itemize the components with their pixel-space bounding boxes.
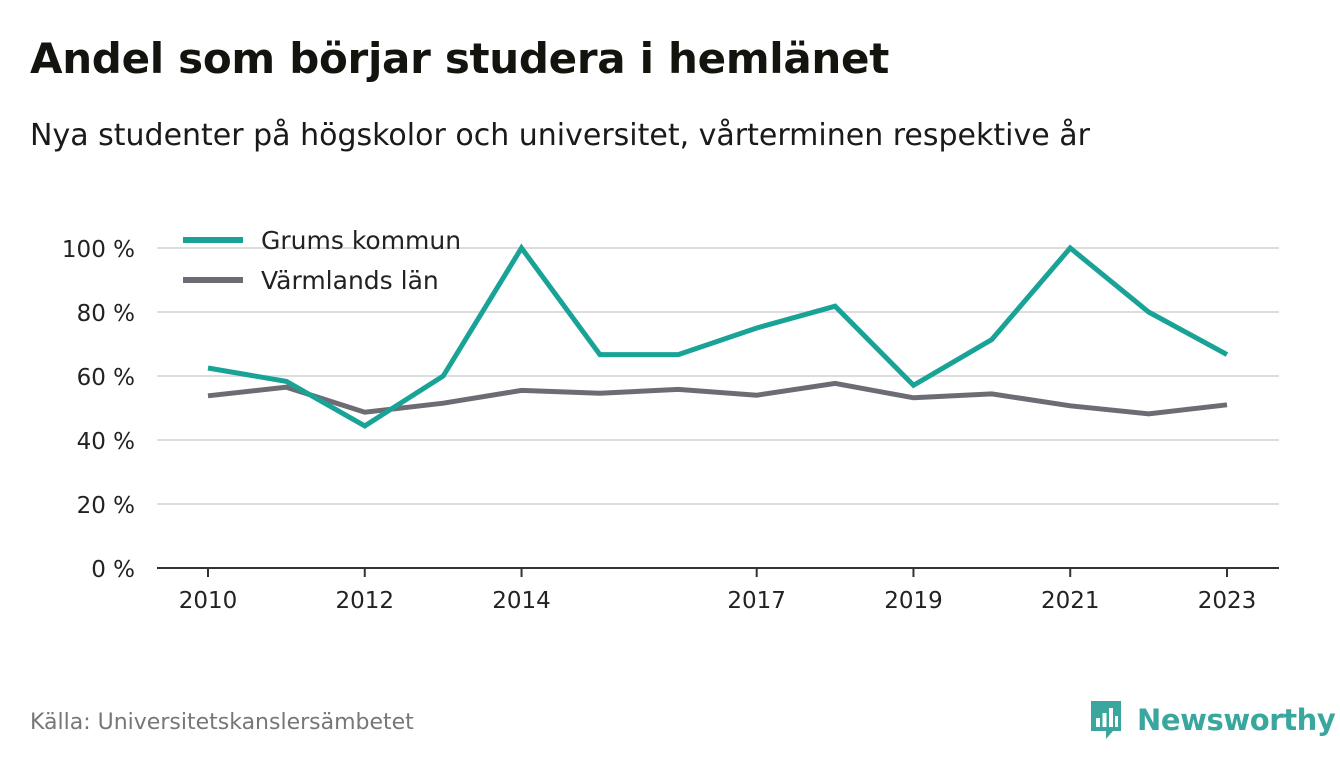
x-tick-label: 2012 bbox=[335, 588, 394, 614]
source-note: Källa: Universitetskanslersämbetet bbox=[30, 710, 414, 735]
series-line-grums-kommun bbox=[207, 243, 1229, 429]
x-tick-label: 2023 bbox=[1198, 588, 1257, 614]
y-tick-label: 60 % bbox=[77, 365, 135, 391]
newsworthy-logo-icon bbox=[1091, 701, 1121, 739]
chart-subtitle: Nya studenter på högskolor och universit… bbox=[30, 118, 1090, 153]
y-axis-labels: 0 % 20 % 40 % 60 % 80 % 100 % bbox=[62, 237, 135, 583]
y-tick-label: 40 % bbox=[77, 429, 135, 455]
x-tick-label: 2010 bbox=[179, 588, 238, 614]
y-tick-label: 100 % bbox=[62, 237, 135, 263]
brand-name: Newsworthy bbox=[1137, 703, 1336, 737]
x-tick-label: 2019 bbox=[884, 588, 943, 614]
x-tick-label: 2014 bbox=[492, 588, 551, 614]
series-line-värmlands-län bbox=[207, 380, 1228, 417]
y-tick-label: 0 % bbox=[91, 557, 135, 583]
chart-title: Andel som börjar studera i hemlänet bbox=[30, 34, 889, 83]
brand-logo-block: Newsworthy bbox=[1089, 699, 1336, 741]
legend-label: Värmlands län bbox=[261, 266, 439, 295]
y-tick-label: 80 % bbox=[77, 301, 135, 327]
x-tick-label: 2021 bbox=[1041, 588, 1100, 614]
grid-lines bbox=[157, 247, 1279, 505]
series-lines bbox=[207, 243, 1229, 429]
x-axis-labels: 2010 2012 2014 2017 2019 2021 2023 bbox=[179, 568, 1257, 614]
legend: Grums kommun Värmlands län bbox=[183, 226, 461, 295]
line-chart: 0 %20 %40 %60 %80 %100 % 2010 2012 2014 201… bbox=[62, 226, 1279, 614]
y-tick-label: 20 % bbox=[77, 493, 135, 519]
legend-label: Grums kommun bbox=[261, 226, 461, 255]
x-tick-label: 2017 bbox=[727, 588, 786, 614]
